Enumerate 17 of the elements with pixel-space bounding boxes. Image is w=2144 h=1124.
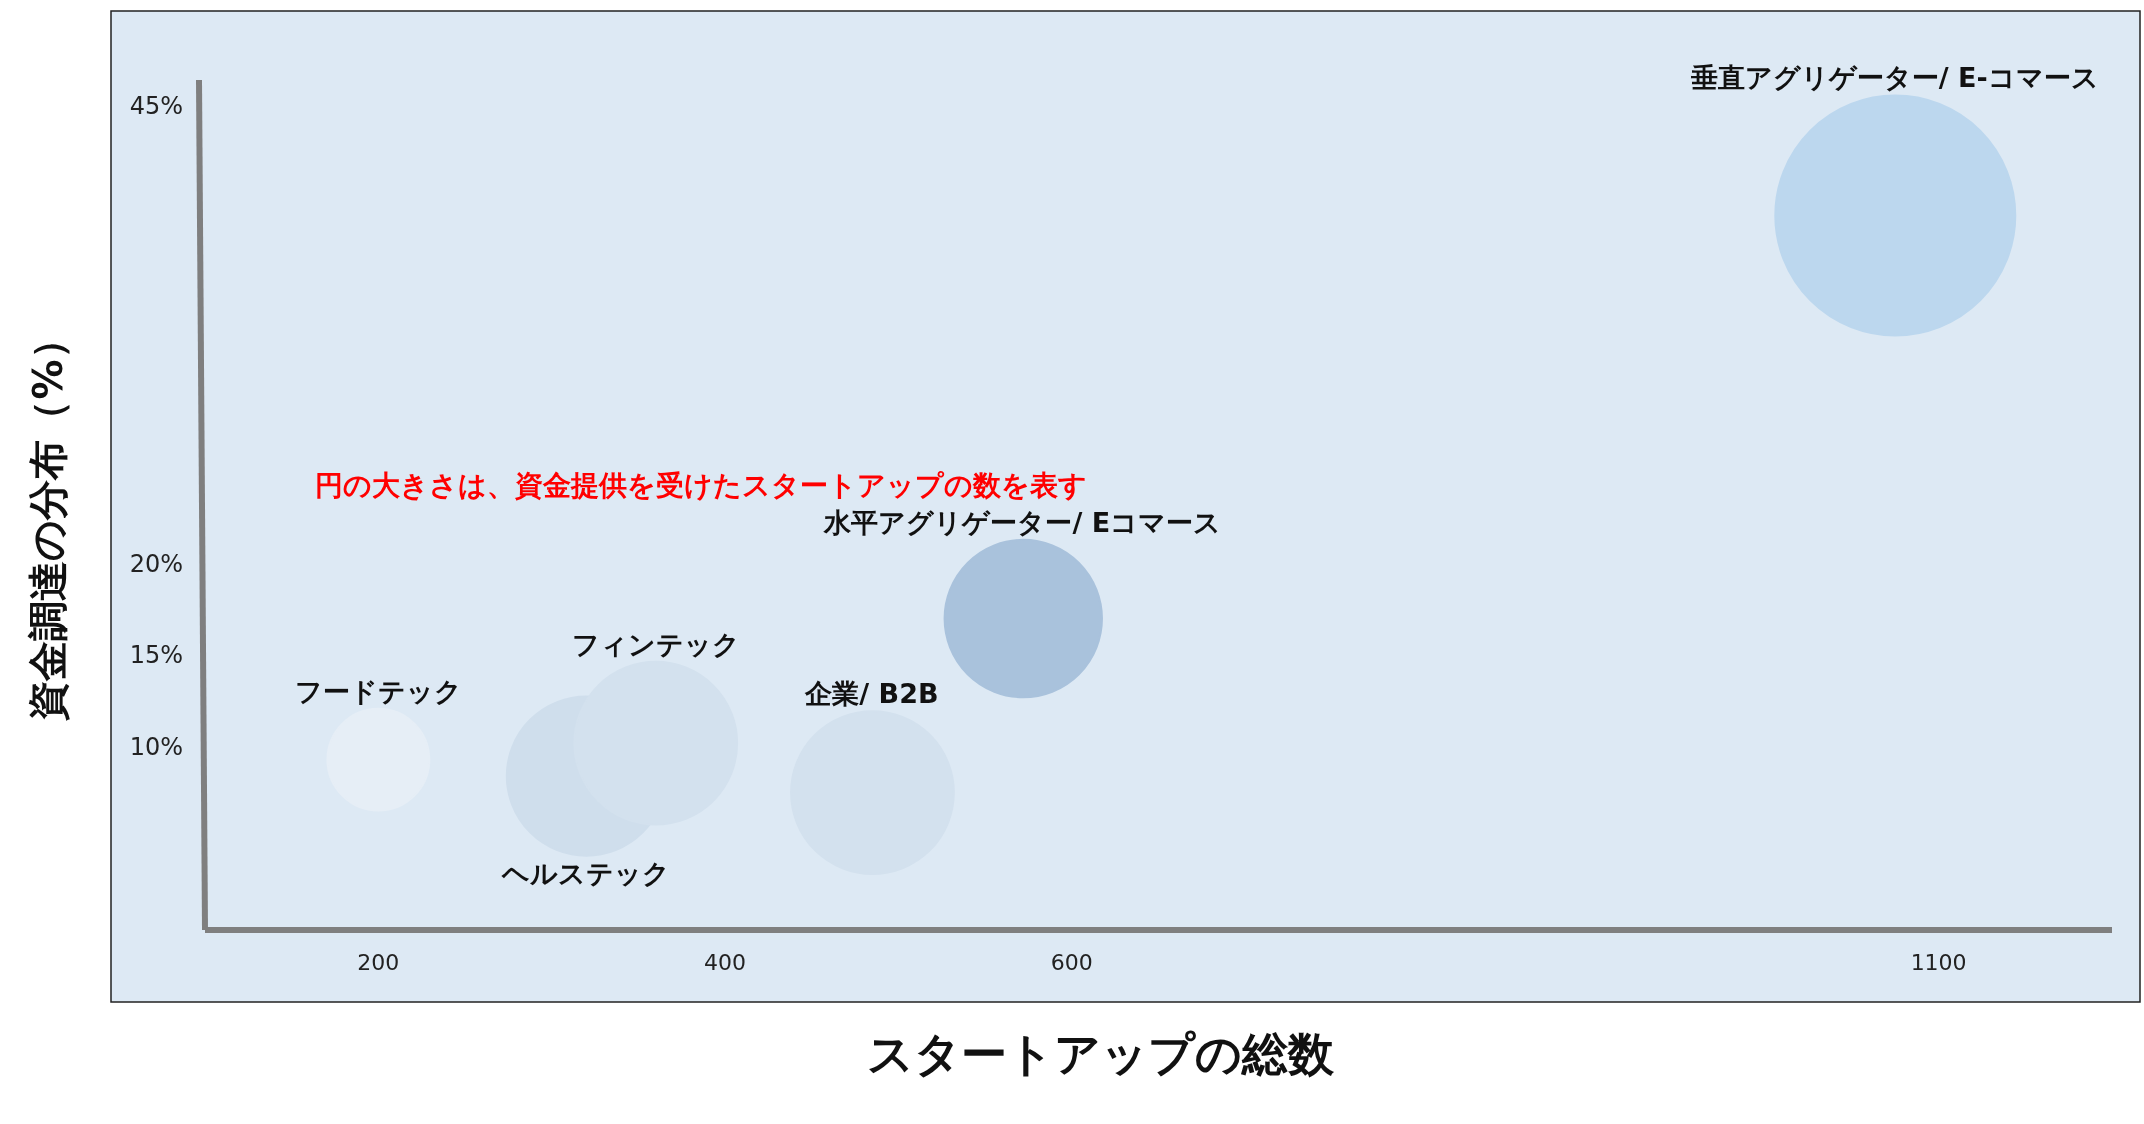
x-tick-label: 1100 — [1910, 950, 1967, 975]
x-tick-label: 200 — [357, 950, 400, 975]
y-tick-label: 15% — [129, 641, 183, 670]
series-label: フィンテック — [571, 628, 740, 660]
y-tick-label: 10% — [129, 732, 183, 761]
x-tick-label: 600 — [1050, 950, 1093, 975]
x-tick-label: 400 — [704, 950, 747, 975]
series-label: 垂直アグリゲーター/ E-コマース — [1689, 62, 2099, 94]
x-axis-title: スタートアップの総数 — [866, 1027, 1335, 1081]
y-tick-label: 45% — [129, 91, 183, 120]
series-label: ヘルステック — [500, 857, 670, 889]
series-label: 企業/ B2B — [804, 678, 939, 710]
series-label: 水平アグリゲーター/ Eコマース — [823, 506, 1222, 538]
annotation: 円の大きさは、資金提供を受けたスタートアップの数を表す — [315, 469, 1087, 502]
series-label: フードテック — [294, 675, 462, 707]
y-axis-title: 資金調達の分布（%） — [25, 319, 71, 721]
y-tick-label: 20% — [129, 549, 183, 578]
